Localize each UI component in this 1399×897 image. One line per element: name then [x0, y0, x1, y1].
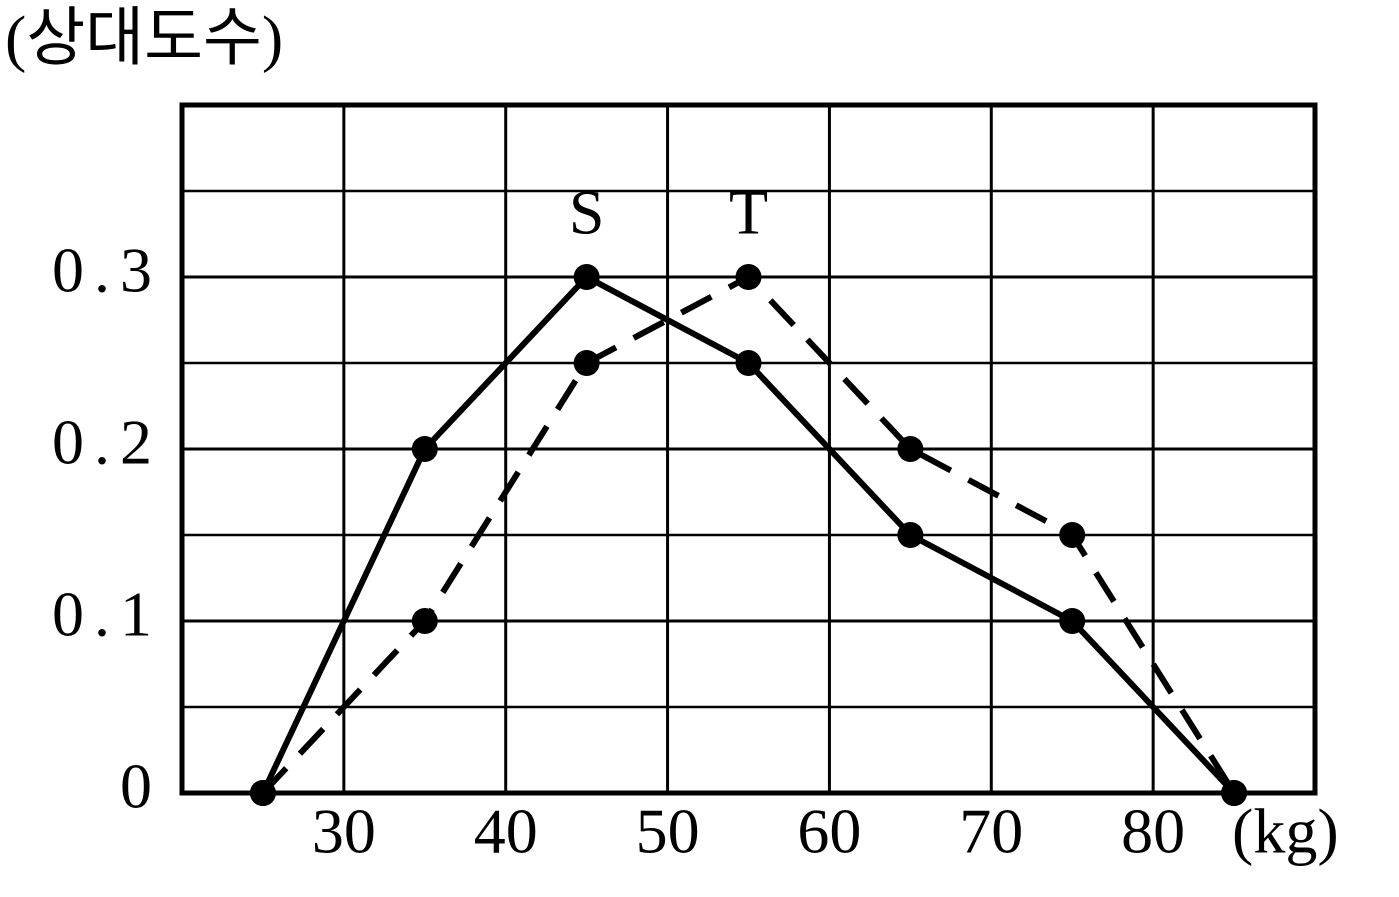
data-point — [735, 350, 762, 376]
data-point — [411, 436, 438, 462]
series-label: S — [569, 177, 605, 248]
y-tick-label: 0.1 — [52, 579, 162, 650]
y-tick-label: 0.3 — [52, 235, 162, 306]
x-tick-label: 30 — [312, 796, 376, 867]
data-point — [897, 522, 924, 548]
data-point — [573, 264, 600, 290]
y-tick-label: 0 — [120, 751, 162, 822]
x-axis-label: (kg) — [1232, 796, 1339, 867]
data-point — [1059, 522, 1086, 548]
data-point — [411, 608, 438, 634]
data-point — [897, 436, 924, 462]
data-point — [249, 780, 276, 806]
data-point — [1059, 608, 1086, 634]
y-axis-label: (상대도수) — [5, 3, 283, 74]
plot-border — [179, 102, 1318, 796]
x-tick-label: 50 — [636, 796, 700, 867]
data-point — [1221, 780, 1248, 806]
data-point — [573, 350, 600, 376]
x-tick-label: 80 — [1121, 796, 1185, 867]
data-point — [735, 264, 762, 290]
x-tick-label: 40 — [474, 796, 538, 867]
x-tick-label: 70 — [959, 796, 1023, 867]
y-tick-label: 0.2 — [52, 407, 162, 478]
series-label: T — [729, 177, 768, 248]
x-tick-label: 60 — [797, 796, 861, 867]
